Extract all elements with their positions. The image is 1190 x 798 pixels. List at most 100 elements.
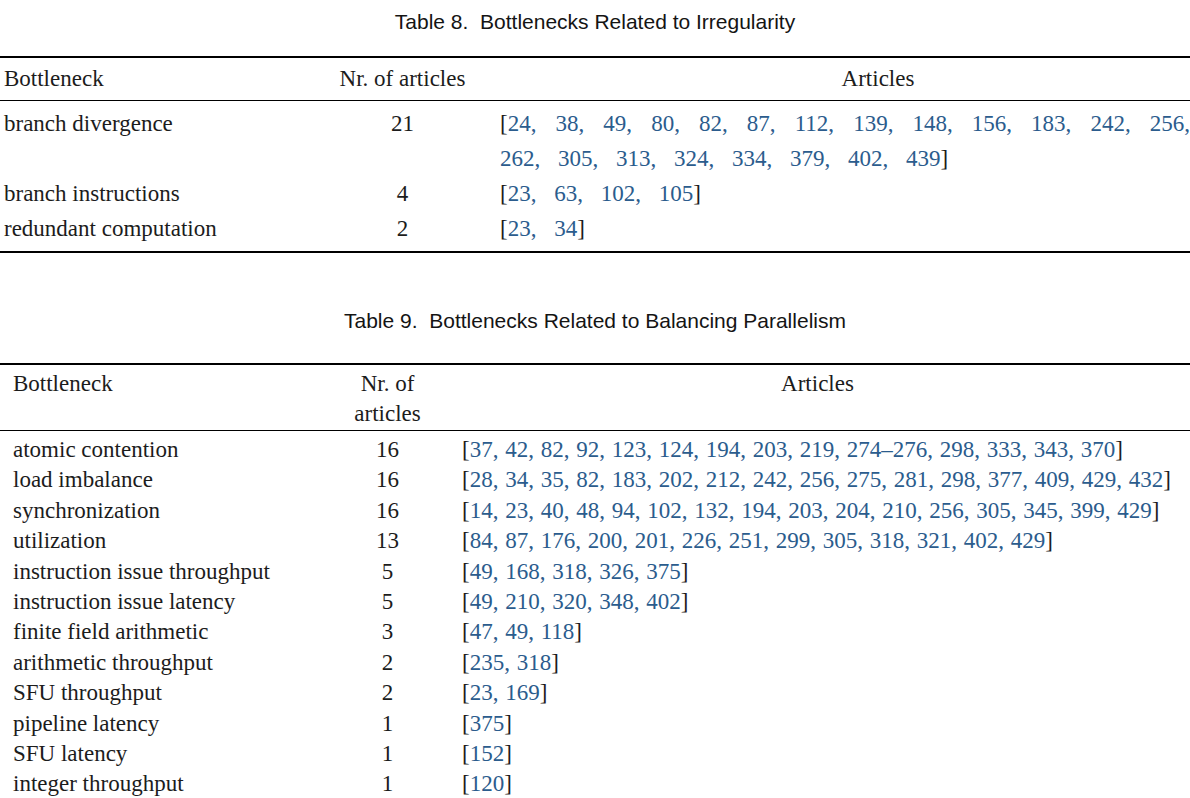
citation-link[interactable]: 23	[508, 216, 531, 241]
citation-link[interactable]: 87	[505, 528, 528, 553]
citation-link[interactable]: 343	[1034, 437, 1069, 462]
citation-link[interactable]: 318	[517, 650, 552, 675]
citation-link[interactable]: 42	[505, 437, 528, 462]
citation-link[interactable]: 49	[505, 619, 528, 644]
citation-link[interactable]: 242	[753, 467, 788, 492]
citation-link[interactable]: 120	[470, 771, 505, 796]
citation-link[interactable]: 379	[790, 146, 825, 171]
citation-link[interactable]: 429	[1011, 528, 1046, 553]
citation-link[interactable]: 251	[729, 528, 764, 553]
citation-link[interactable]: 87	[747, 111, 770, 136]
citation-link[interactable]: 183	[612, 467, 647, 492]
citation-link[interactable]: 82	[576, 467, 599, 492]
citation-link[interactable]: 256	[800, 467, 835, 492]
citation-link[interactable]: 14	[470, 498, 493, 523]
citation-link[interactable]: 49	[470, 559, 493, 584]
citation-link[interactable]: 156	[972, 111, 1007, 136]
citation-link[interactable]: 334	[732, 146, 767, 171]
citation-link[interactable]: 23	[470, 680, 493, 705]
citation-link[interactable]: 399	[1070, 498, 1105, 523]
citation-link[interactable]: 298	[940, 437, 975, 462]
citation-link[interactable]: 94	[612, 498, 635, 523]
citation-link[interactable]: 298	[941, 467, 976, 492]
citation-link[interactable]: 210	[882, 498, 917, 523]
citation-link[interactable]: 123	[612, 437, 647, 462]
citation-link[interactable]: 348	[599, 589, 634, 614]
citation-link[interactable]: 212	[706, 467, 741, 492]
citation-link[interactable]: 124	[659, 437, 694, 462]
citation-link[interactable]: 201	[635, 528, 670, 553]
citation-link[interactable]: 242	[1090, 111, 1125, 136]
citation-link[interactable]: 35	[541, 467, 564, 492]
citation-link[interactable]: 439	[906, 146, 941, 171]
citation-link[interactable]: 305	[823, 528, 858, 553]
citation-link[interactable]: 333	[987, 437, 1022, 462]
citation-link[interactable]: 105	[659, 181, 694, 206]
citation-link[interactable]: 203	[753, 437, 788, 462]
citation-link[interactable]: 202	[659, 467, 694, 492]
citation-link[interactable]: 275	[847, 467, 882, 492]
citation-link[interactable]: 235	[470, 650, 505, 675]
citation-link[interactable]: 152	[470, 741, 505, 766]
citation-link[interactable]: 375	[470, 711, 505, 736]
citation-link[interactable]: 210	[505, 589, 540, 614]
citation-link[interactable]: 432	[1129, 467, 1164, 492]
citation-link[interactable]: 194	[706, 437, 741, 462]
citation-link[interactable]: 139	[853, 111, 888, 136]
citation-link[interactable]: 40	[541, 498, 564, 523]
citation-link[interactable]: 24	[508, 111, 531, 136]
citation-link[interactable]: 132	[694, 498, 729, 523]
citation-link[interactable]: 318	[870, 528, 905, 553]
citation-link[interactable]: 169	[505, 680, 540, 705]
citation-link[interactable]: 429	[1082, 467, 1117, 492]
citation-link[interactable]: 102	[601, 181, 636, 206]
citation-link[interactable]: 82	[699, 111, 722, 136]
citation-link[interactable]: 28	[470, 467, 493, 492]
citation-link[interactable]: 429	[1117, 498, 1152, 523]
citation-link[interactable]: 370	[1081, 437, 1116, 462]
citation-link[interactable]: 305	[976, 498, 1011, 523]
citation-link[interactable]: 183	[1031, 111, 1066, 136]
citation-link[interactable]: 168	[505, 559, 540, 584]
citation-link[interactable]: 102	[647, 498, 682, 523]
citation-link[interactable]: 34	[505, 467, 528, 492]
citation-link[interactable]: 203	[788, 498, 823, 523]
citation-link[interactable]: 23	[508, 181, 531, 206]
citation-link[interactable]: 402	[964, 528, 999, 553]
citation-link[interactable]: 194	[741, 498, 776, 523]
citation-link[interactable]: 320	[552, 589, 587, 614]
citation-link[interactable]: 375	[646, 559, 681, 584]
citation-link[interactable]: 281	[894, 467, 929, 492]
citation-link[interactable]: 37	[470, 437, 493, 462]
citation-link[interactable]: 345	[1023, 498, 1058, 523]
citation-link[interactable]: 324	[674, 146, 709, 171]
citation-link[interactable]: 200	[588, 528, 623, 553]
citation-link[interactable]: 226	[682, 528, 717, 553]
citation-link[interactable]: 49	[603, 111, 626, 136]
citation-link[interactable]: 321	[917, 528, 952, 553]
citation-link[interactable]: 409	[1035, 467, 1070, 492]
citation-link[interactable]: 84	[470, 528, 493, 553]
citation-link[interactable]: 402	[646, 589, 681, 614]
citation-link[interactable]: 219	[800, 437, 835, 462]
citation-link[interactable]: 148	[912, 111, 947, 136]
citation-link[interactable]: 38	[556, 111, 579, 136]
citation-link[interactable]: 256	[1150, 111, 1185, 136]
citation-link[interactable]: 47	[470, 619, 493, 644]
citation-link[interactable]: 274–276	[847, 437, 928, 462]
citation-link[interactable]: 402	[848, 146, 883, 171]
citation-link[interactable]: 262	[500, 146, 535, 171]
citation-link[interactable]: 256	[929, 498, 964, 523]
citation-link[interactable]: 377	[988, 467, 1023, 492]
citation-link[interactable]: 63	[554, 181, 577, 206]
citation-link[interactable]: 48	[576, 498, 599, 523]
citation-link[interactable]: 23	[505, 498, 528, 523]
citation-link[interactable]: 176	[541, 528, 576, 553]
citation-link[interactable]: 92	[576, 437, 599, 462]
citation-link[interactable]: 305	[558, 146, 593, 171]
citation-link[interactable]: 313	[616, 146, 651, 171]
citation-link[interactable]: 49	[470, 589, 493, 614]
citation-link[interactable]: 204	[835, 498, 870, 523]
citation-link[interactable]: 118	[541, 619, 575, 644]
citation-link[interactable]: 299	[776, 528, 811, 553]
